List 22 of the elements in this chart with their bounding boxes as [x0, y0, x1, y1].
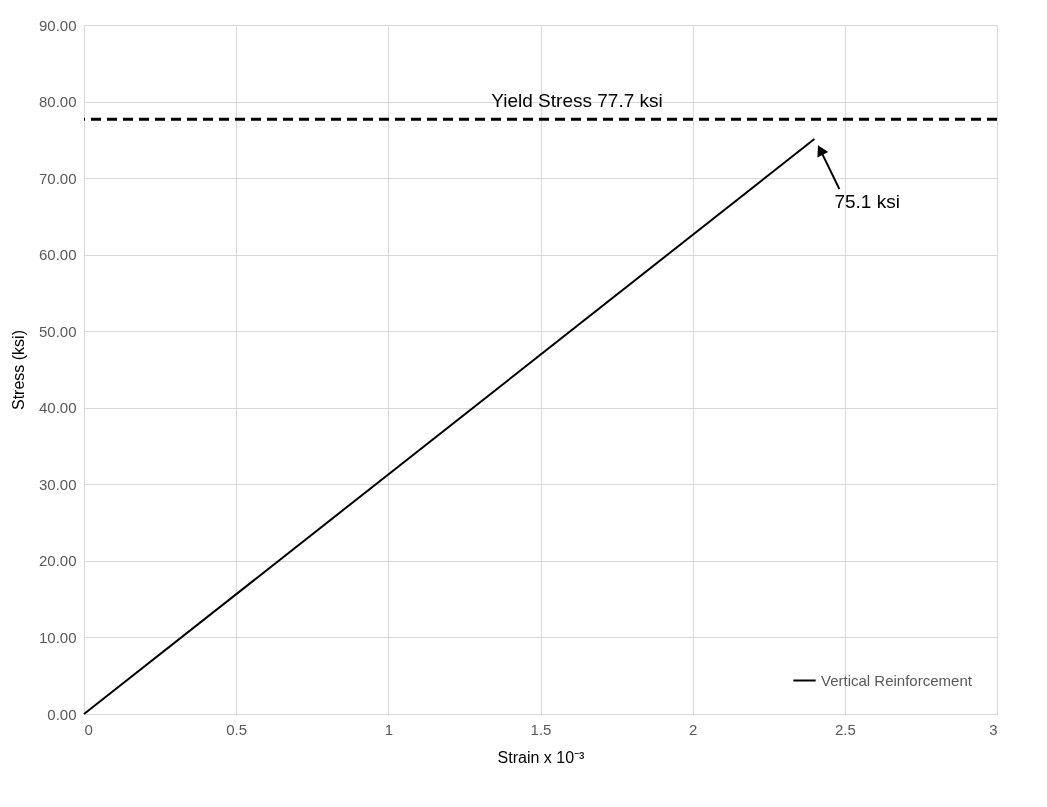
y-tick-label: 80.00 [38, 93, 77, 111]
x-tick-label: 0.5 [226, 720, 248, 738]
y-tick-label: 30.00 [38, 475, 77, 493]
x-tick-label: 0 [84, 720, 93, 738]
x-tick-label: 3 [989, 720, 998, 738]
y-tick-label: 0.00 [47, 705, 77, 723]
y-axis-title: Stress (ksi) [9, 330, 27, 410]
y-tick-label: 20.00 [38, 552, 77, 570]
legend-label: Vertical Reinforcement [821, 671, 973, 689]
annotation: 75.1 ksi [834, 191, 900, 213]
x-tick-label: 1 [384, 720, 394, 738]
y-tick-label: 90.00 [38, 16, 77, 34]
y-tick-label: 40.00 [38, 399, 77, 417]
y-tick-label: 70.00 [38, 169, 77, 187]
ref-line-label: Yield Stress 77.7 ksi [491, 90, 663, 112]
x-axis-title: Strain x 10⁻³ [497, 748, 586, 766]
y-tick-label: 10.00 [38, 628, 77, 646]
x-tick-label: 2 [688, 720, 698, 738]
x-tick-label: 2.5 [834, 720, 856, 738]
y-tick-label: 50.00 [38, 322, 77, 340]
y-tick-label: 60.00 [38, 246, 77, 264]
x-tick-label: 1.5 [530, 720, 552, 738]
